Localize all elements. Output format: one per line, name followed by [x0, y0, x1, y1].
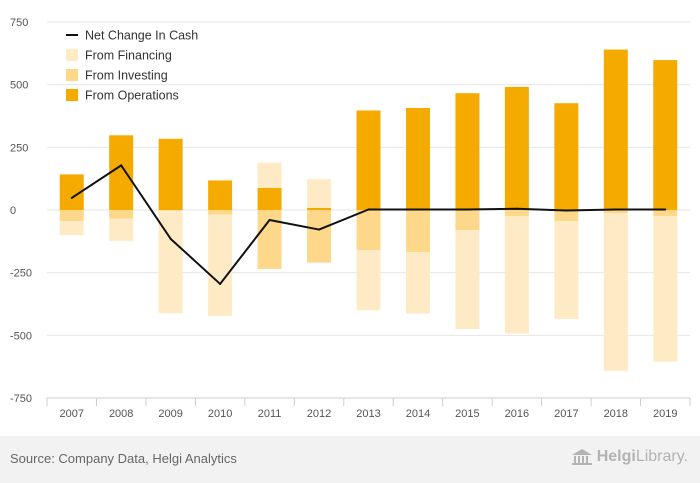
y-tick-label: -250	[10, 268, 32, 280]
bar-financing	[653, 216, 678, 362]
bar-operations	[653, 60, 678, 210]
net-change-point	[219, 282, 222, 285]
y-tick-label: -750	[10, 393, 32, 405]
net-change-point	[614, 208, 617, 211]
bar-investing	[109, 210, 134, 219]
net-change-point	[416, 208, 419, 211]
brand-text: HelgiLibrary.	[597, 448, 688, 466]
bar-investing	[257, 210, 282, 269]
bar-operations	[109, 135, 134, 210]
net-change-point	[169, 237, 172, 240]
y-tick-label: 500	[10, 80, 28, 92]
bar-operations	[455, 93, 480, 210]
x-tick-label: 2010	[208, 408, 232, 420]
legend-label: From Operations	[85, 89, 179, 103]
y-tick-label: 0	[10, 205, 16, 217]
x-tick-label: 2014	[406, 408, 430, 420]
legend: Net Change In Cash From Financing From Inv…	[66, 29, 198, 103]
bar-investing	[405, 210, 430, 253]
bar-investing	[59, 210, 84, 222]
bar-investing	[554, 210, 579, 222]
bar-operations	[208, 180, 233, 210]
bar-financing	[554, 221, 579, 320]
y-tick-label: -500	[10, 330, 32, 342]
net-change-line	[70, 164, 667, 285]
bar-financing	[356, 250, 381, 311]
brand-logo[interactable]: HelgiLibrary.	[571, 448, 688, 466]
net-change-point	[318, 228, 321, 231]
bar-operations	[504, 86, 529, 210]
x-tick-label: 2019	[653, 408, 677, 420]
legend-swatch-from-operations	[66, 89, 78, 101]
footer: Source: Company Data, Helgi Analytics He…	[0, 436, 700, 483]
net-change-point	[565, 209, 568, 212]
x-tick-label: 2016	[505, 408, 529, 420]
y-tick-label: 250	[10, 142, 28, 154]
source-note: Source: Company Data, Helgi Analytics	[10, 451, 237, 466]
bar-investing	[653, 210, 678, 217]
x-tick-label: 2009	[158, 408, 182, 420]
net-change-point	[367, 208, 370, 211]
net-change-point	[120, 164, 123, 167]
bar-operations	[158, 138, 183, 210]
legend-label: From Financing	[85, 49, 172, 63]
x-tick-label: 2013	[356, 408, 380, 420]
bar-financing	[59, 221, 84, 236]
x-tick-label: 2011	[258, 408, 282, 420]
net-change-point	[466, 208, 469, 211]
bar-financing	[603, 213, 628, 371]
bar-investing	[208, 210, 233, 215]
bar-financing	[405, 252, 430, 314]
bar-investing	[356, 210, 381, 251]
bar-operations	[554, 103, 579, 210]
bar-investing	[158, 210, 183, 211]
bar-investing	[603, 210, 628, 214]
library-building-icon	[571, 449, 592, 465]
net-change-point	[70, 196, 73, 199]
bar-investing	[455, 210, 480, 231]
bars	[59, 49, 678, 371]
bar-financing	[455, 230, 480, 330]
bar-financing	[504, 216, 529, 334]
legend-swatch-from-financing	[66, 49, 78, 61]
bar-investing	[307, 210, 332, 263]
bar-operations	[307, 207, 332, 210]
x-tick-label: 2017	[554, 408, 578, 420]
bar-investing	[504, 210, 529, 217]
bar-financing	[307, 179, 332, 208]
net-change-point	[515, 207, 518, 210]
net-change-point	[268, 219, 271, 222]
bar-financing	[208, 214, 233, 317]
legend-label: Net Change In Cash	[85, 29, 198, 43]
brand-suffix: Library.	[635, 448, 688, 465]
x-tick-label: 2012	[307, 408, 331, 420]
x-tick-label: 2015	[455, 408, 479, 420]
x-tick-label: 2007	[59, 408, 83, 420]
y-tick-label: 750	[10, 17, 28, 29]
net-change-point	[664, 208, 667, 211]
x-tick-label: 2018	[604, 408, 628, 420]
bar-operations	[603, 49, 628, 210]
bar-operations	[405, 107, 430, 210]
cash-flow-chart: 750 500 250 0 -250 -500 -750 2007 2008 2009 2010 20…	[10, 17, 691, 420]
bar-financing	[257, 162, 282, 188]
x-tick-label: 2008	[109, 408, 133, 420]
legend-label: From Investing	[85, 69, 168, 83]
brand-name: Helgi	[596, 448, 636, 465]
bar-operations	[356, 110, 381, 210]
bar-operations	[257, 187, 282, 210]
legend-swatch-from-investing	[66, 69, 78, 81]
axes: 750 500 250 0 -250 -500 -750 2007 2008 2009 2010 20…	[10, 17, 691, 420]
bar-financing	[109, 218, 134, 241]
